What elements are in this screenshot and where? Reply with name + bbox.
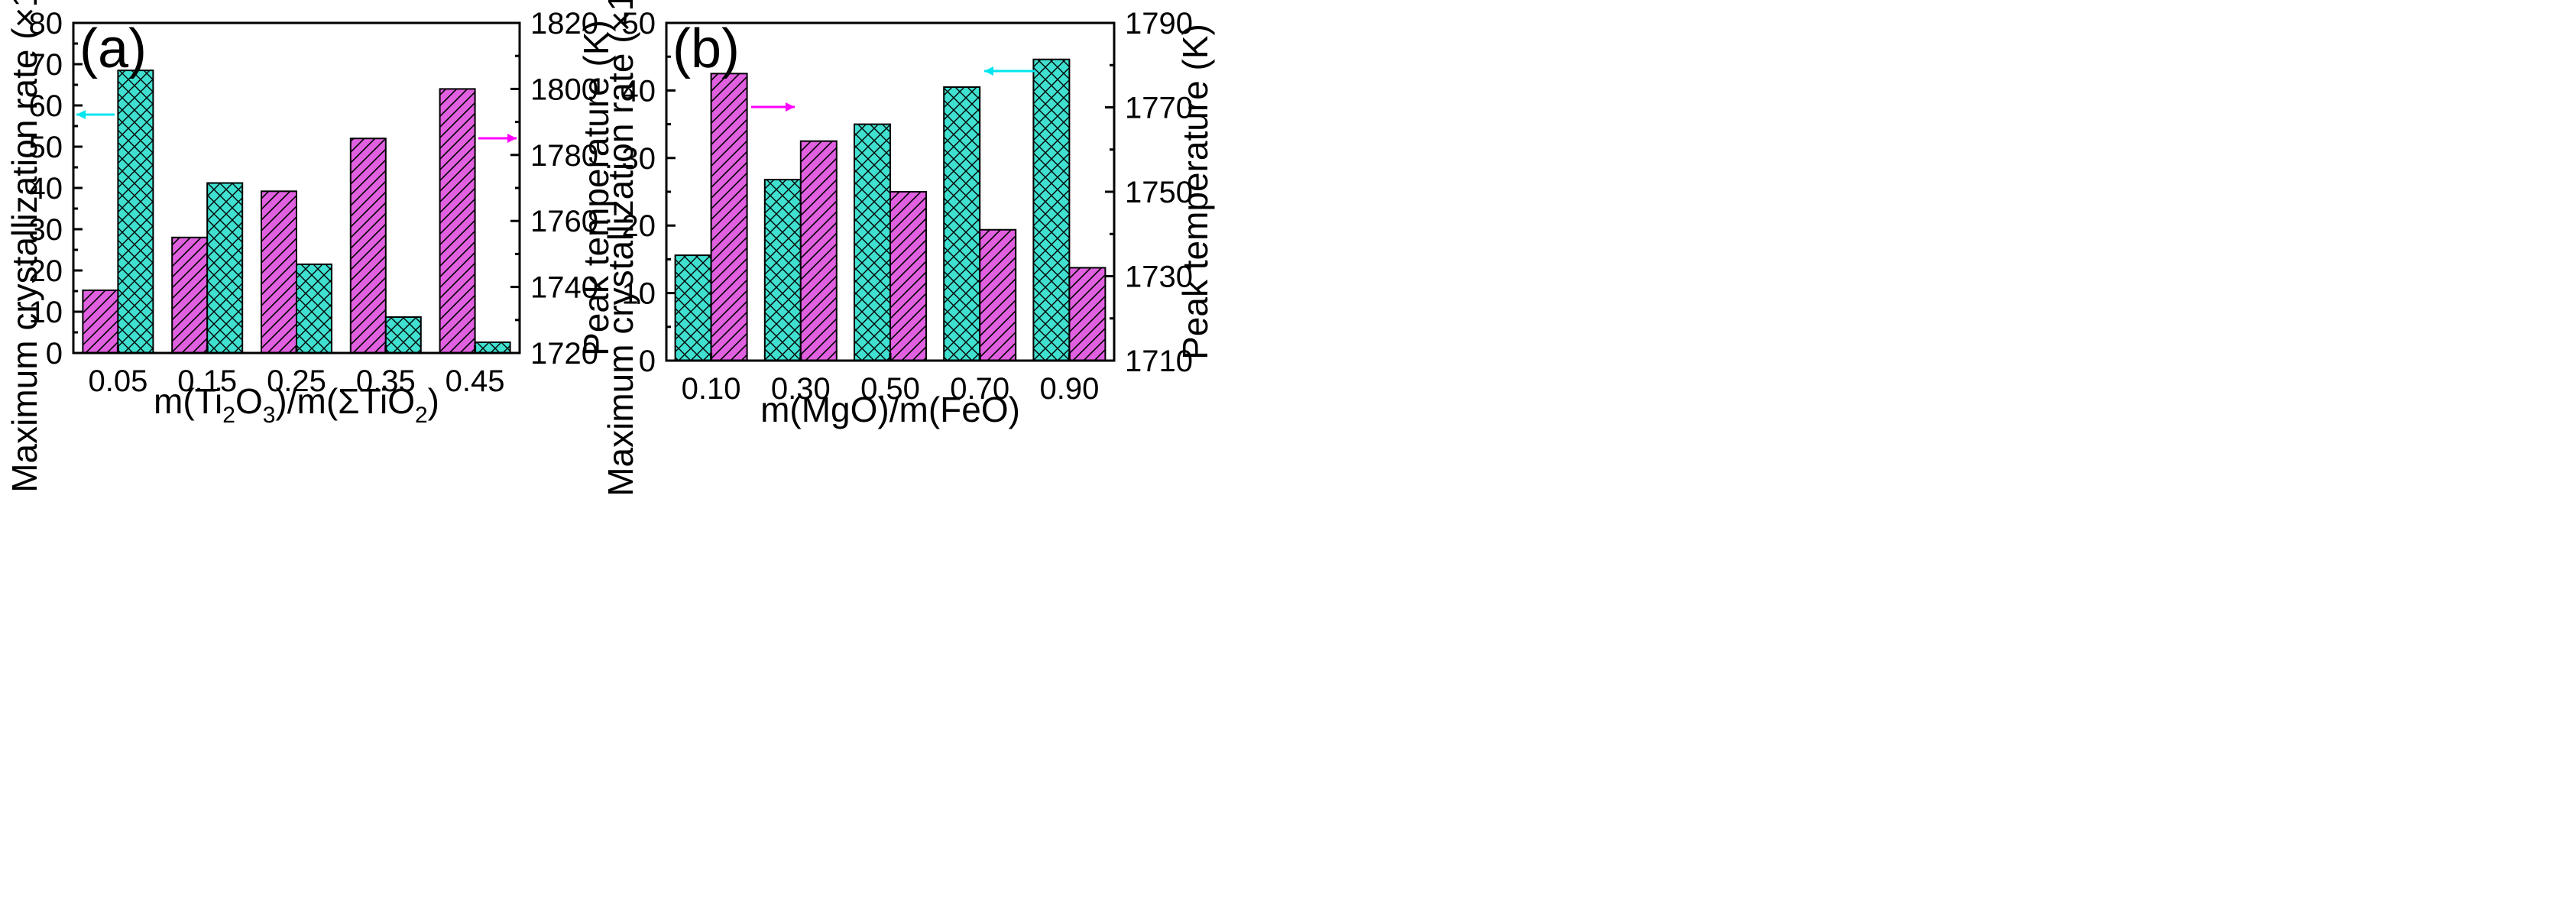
panel-b-xtick-label-3: 0.50 bbox=[860, 372, 920, 406]
panel-a-ylabel-left: Maximum crystallization rate (×1021 s-4) bbox=[4, 0, 44, 493]
panel-a: 0.05 0.15 0.25 0.35 0.45 0 10 20 30 40 50 60 70 80 172… bbox=[4, 0, 616, 493]
panel-a-ytick-right-label-5: 1800 bbox=[530, 73, 598, 106]
panel-b-temperature-bar-2 bbox=[799, 140, 838, 361]
panel-b-bars bbox=[674, 58, 1107, 362]
panel-a-rate-bar-5 bbox=[474, 341, 511, 354]
panel-b-rate-bar-4 bbox=[943, 86, 981, 361]
panel-a-ytick-right-label-2: 1740 bbox=[530, 271, 598, 305]
panel-a-ytick-left-label-4: 30 bbox=[29, 213, 63, 247]
panel-b-ylabel-left: Maximum crystallization rate (×1021 s-4) bbox=[600, 0, 640, 497]
panel-b-arrow-right bbox=[751, 102, 795, 112]
panel-b-xtick-label-5: 0.90 bbox=[1039, 372, 1099, 406]
panel-b-rate-bar-2 bbox=[763, 179, 802, 361]
panel-a-label: (a) bbox=[79, 18, 147, 79]
panel-b-frame bbox=[665, 21, 1116, 362]
panel-b-temperature-bar-1 bbox=[710, 73, 748, 362]
panel-a-rate-bar-2 bbox=[206, 182, 244, 354]
panel-b-temperature-bar-5 bbox=[1068, 267, 1107, 362]
panel-a-xlabel: m(Ti2O3)/m(ΣTiO2) bbox=[154, 381, 439, 428]
panel-b-temperature-bar-4 bbox=[979, 228, 1017, 361]
panel-a-ytick-left-label-2: 10 bbox=[29, 296, 63, 329]
panel-b-arrow-left bbox=[984, 66, 1035, 76]
panel-a-ytick-left-label-1: 0 bbox=[46, 337, 63, 371]
panel-a-rate-bar-1 bbox=[117, 70, 154, 354]
panel-b-ytick-right-label-5: 1790 bbox=[1125, 7, 1193, 40]
panel-a-temperature-bar-5 bbox=[439, 88, 476, 355]
panel-b-ytick-left-label-2: 10 bbox=[622, 277, 656, 311]
panel-a-xtick-label-2: 0.15 bbox=[177, 364, 237, 398]
panel-b-ylabel-right: Peak temperature (K) bbox=[1175, 24, 1215, 360]
panel-a-frame bbox=[72, 21, 521, 355]
panel-a-temperature-bar-1 bbox=[82, 289, 119, 355]
panel-b-temperature-bar-3 bbox=[889, 191, 927, 361]
panel-b-ytick-left-label-6: 50 bbox=[622, 7, 656, 40]
panel-a-xtick-label-4: 0.35 bbox=[356, 364, 416, 398]
panel-b-xtick-label-4: 0.70 bbox=[950, 372, 1009, 406]
panel-a-arrow-right bbox=[478, 134, 517, 143]
panel-a-ytick-left-label-9: 80 bbox=[29, 7, 63, 40]
panel-b-xtick-label-1: 0.10 bbox=[682, 372, 741, 406]
panel-a-ytick-left-label-3: 20 bbox=[29, 254, 63, 288]
panel-a-rate-bar-4 bbox=[384, 316, 422, 354]
panel-b-label: (b) bbox=[672, 18, 740, 79]
panel-a-bars bbox=[82, 70, 511, 355]
panel-b-ytick-right-label-4: 1770 bbox=[1125, 92, 1193, 125]
panel-b-ytick-right-label-3: 1750 bbox=[1125, 176, 1193, 209]
panel-a-arrow-left bbox=[76, 110, 115, 119]
panel-a-ytick-right-label-4: 1780 bbox=[530, 139, 598, 173]
panel-a-temperature-bar-3 bbox=[261, 190, 297, 354]
panel-a-xtick-label-5: 0.45 bbox=[446, 364, 505, 398]
panel-a-temperature-bar-2 bbox=[171, 236, 209, 354]
panel-b-rate-bar-3 bbox=[854, 123, 891, 361]
panel-a-xtick-label-1: 0.05 bbox=[88, 364, 147, 398]
panel-a-rate-bar-3 bbox=[296, 263, 332, 354]
panel-a-ytick-right-label-1: 1720 bbox=[530, 337, 598, 371]
panel-a-ytick-right-label-6: 1820 bbox=[530, 7, 598, 40]
panel-b-rate-bar-5 bbox=[1032, 58, 1071, 362]
panel-b-ytick-right-label-2: 1730 bbox=[1125, 261, 1193, 294]
panel-b-rate-bar-1 bbox=[674, 254, 712, 362]
panel-a-ylabel-right: Peak temperature (K) bbox=[576, 20, 616, 356]
panel-b: 0.10 0.30 0.50 0.70 0.90 0 10 20 30 40 50 1710 1730 1… bbox=[600, 0, 1215, 497]
panel-b-ytick-right-label-1: 1710 bbox=[1125, 345, 1193, 378]
panel-a-ytick-left-label-7: 60 bbox=[29, 89, 63, 123]
panel-b-ytick-left-label-4: 30 bbox=[622, 142, 656, 176]
panel-a-xtick-label-3: 0.25 bbox=[267, 364, 326, 398]
panel-a-ytick-right-label-3: 1760 bbox=[530, 205, 598, 238]
panel-b-ytick-left-label-3: 20 bbox=[622, 209, 656, 243]
panel-a-ytick-left-label-8: 70 bbox=[29, 48, 63, 82]
panel-a-ticks: 0.05 0.15 0.25 0.35 0.45 0 10 20 30 40 50 60 70 80 172… bbox=[29, 7, 598, 398]
panel-a-temperature-bar-4 bbox=[349, 138, 387, 354]
panel-a-ytick-left-label-5: 40 bbox=[29, 172, 63, 206]
panel-a-ytick-left-label-6: 50 bbox=[29, 131, 63, 164]
panel-b-ytick-left-label-1: 0 bbox=[639, 345, 656, 378]
panel-b-xlabel: m(MgO)/m(FeO) bbox=[760, 390, 1020, 429]
panel-b-xtick-label-2: 0.30 bbox=[771, 372, 831, 406]
panel-b-ytick-left-label-5: 40 bbox=[622, 74, 656, 108]
